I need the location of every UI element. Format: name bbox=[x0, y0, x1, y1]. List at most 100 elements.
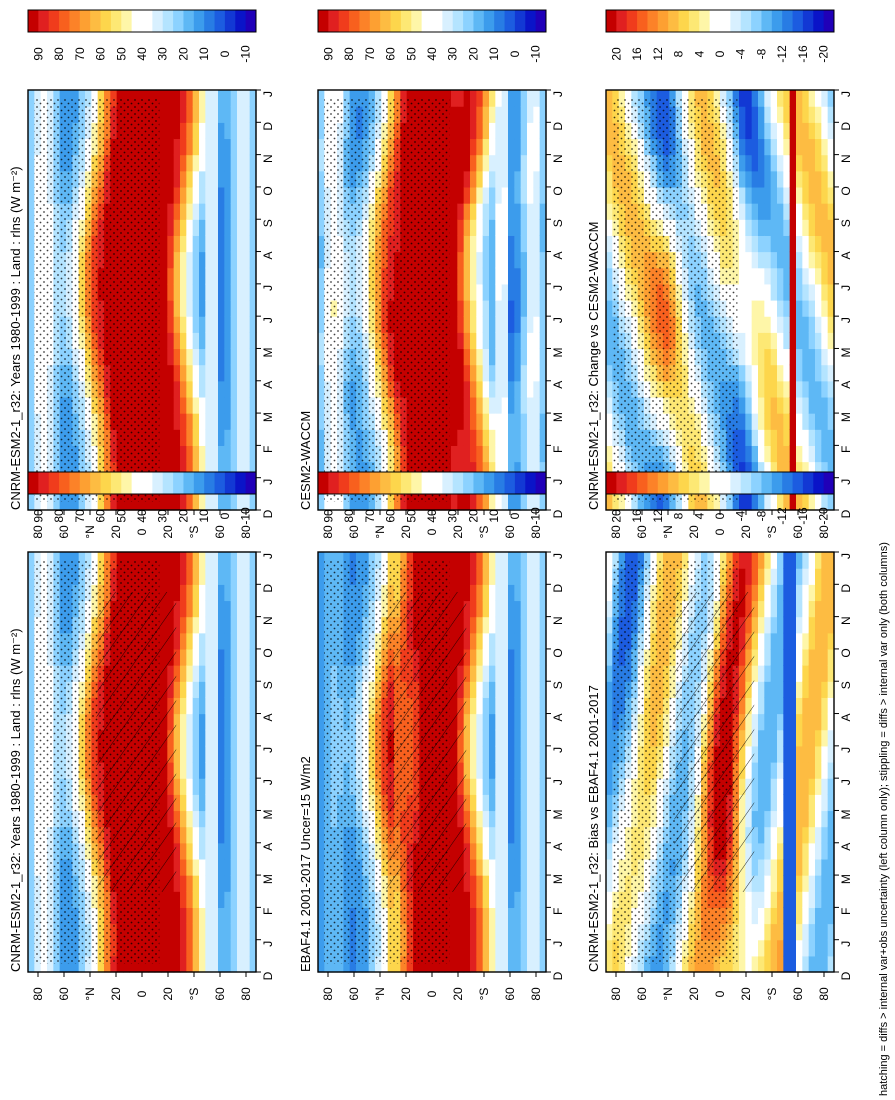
heatmap-cell bbox=[476, 826, 484, 844]
heatmap-cell bbox=[180, 810, 187, 828]
heatmap-cell bbox=[476, 600, 484, 618]
heatmap-cell bbox=[451, 461, 458, 479]
heatmap-cell bbox=[514, 923, 522, 941]
heatmap-cell bbox=[777, 568, 784, 585]
heatmap-cell bbox=[606, 939, 613, 957]
heatmap-cell bbox=[476, 380, 484, 398]
heatmap-cell bbox=[457, 923, 465, 941]
heatmap-cell bbox=[463, 891, 471, 908]
heatmap-cell bbox=[751, 665, 759, 682]
heatmap-cell bbox=[224, 762, 232, 779]
heatmap-cell bbox=[186, 170, 194, 188]
heatmap-cell bbox=[508, 461, 515, 479]
heatmap-cell bbox=[230, 842, 238, 860]
heatmap-cell bbox=[514, 316, 522, 333]
heatmap-cell bbox=[199, 429, 206, 446]
heatmap-cell bbox=[789, 939, 797, 957]
x-tick-label: D bbox=[261, 122, 275, 131]
panel-title: CNRM-ESM2-1_r32: Years 1980-1999 : Land … bbox=[8, 628, 23, 972]
heatmap-cell bbox=[745, 568, 753, 585]
heatmap-cell bbox=[745, 939, 753, 957]
heatmap-cell bbox=[205, 138, 213, 156]
heatmap-cell bbox=[387, 493, 395, 511]
heatmap-cell bbox=[476, 632, 484, 650]
heatmap-cell bbox=[533, 138, 541, 156]
heatmap-cell bbox=[770, 600, 778, 618]
heatmap-cell bbox=[161, 552, 168, 569]
heatmap-cell bbox=[508, 955, 515, 973]
heatmap-cell bbox=[211, 396, 219, 414]
y-tick-label: °N bbox=[83, 525, 97, 538]
heatmap-cell bbox=[249, 568, 257, 585]
heatmap-cell bbox=[533, 396, 541, 414]
heatmap-cell bbox=[205, 858, 213, 876]
heatmap-cell bbox=[470, 283, 477, 301]
heatmap-cell bbox=[34, 493, 42, 511]
heatmap-cell bbox=[751, 568, 759, 585]
x-tick-label: J bbox=[261, 479, 275, 485]
heatmap-cell bbox=[751, 648, 759, 666]
heatmap-cell bbox=[457, 891, 465, 908]
heatmap-cell bbox=[224, 665, 232, 682]
heatmap-cell bbox=[180, 106, 187, 123]
heatmap-cell bbox=[97, 955, 105, 973]
heatmap-cell bbox=[514, 632, 522, 650]
heatmap-cell bbox=[243, 283, 251, 301]
heatmap-cell bbox=[815, 552, 822, 569]
heatmap-cell bbox=[539, 90, 547, 107]
heatmap-cell bbox=[463, 552, 471, 569]
heatmap-cell bbox=[104, 955, 111, 973]
heatmap-cell bbox=[161, 316, 168, 333]
heatmap-cell bbox=[501, 283, 509, 301]
heatmap-cell bbox=[180, 235, 187, 253]
heatmap-cell bbox=[777, 648, 784, 666]
heatmap-cell bbox=[476, 891, 484, 908]
heatmap-cell bbox=[180, 90, 187, 107]
heatmap-cell bbox=[501, 122, 509, 140]
heatmap-cell bbox=[751, 729, 759, 747]
heatmap-cell bbox=[237, 493, 244, 511]
heatmap-cell bbox=[28, 632, 35, 650]
heatmap-cell bbox=[539, 203, 547, 220]
heatmap-cell bbox=[419, 955, 427, 973]
heatmap-cell bbox=[318, 235, 325, 253]
heatmap-cell bbox=[789, 810, 797, 828]
heatmap-cell bbox=[789, 907, 797, 925]
panel-title: CESM2-WACCM bbox=[298, 411, 313, 510]
x-tick-label: M bbox=[261, 412, 275, 422]
heatmap-cell bbox=[514, 461, 522, 479]
heatmap-cell bbox=[770, 681, 778, 698]
heatmap-cell bbox=[192, 875, 200, 892]
heatmap-cell bbox=[167, 186, 175, 204]
heatmap-cell bbox=[501, 106, 509, 123]
heatmap-cell bbox=[161, 300, 168, 317]
heatmap-cell bbox=[821, 600, 829, 618]
x-tick-label: A bbox=[839, 843, 853, 851]
heatmap-cell bbox=[758, 939, 765, 957]
heatmap-cell bbox=[218, 794, 225, 812]
heatmap-cell bbox=[815, 858, 822, 876]
heatmap-cell bbox=[199, 810, 206, 828]
heatmap-cell bbox=[97, 493, 105, 511]
heatmap-cell bbox=[318, 396, 325, 414]
heatmap-cell bbox=[211, 697, 219, 715]
heatmap-cell bbox=[249, 283, 257, 301]
heatmap-cell bbox=[770, 552, 778, 569]
heatmap-cell bbox=[770, 762, 778, 779]
heatmap-cell bbox=[205, 396, 213, 414]
heatmap-cell bbox=[482, 552, 490, 569]
heatmap-cell bbox=[161, 396, 168, 414]
heatmap-cell bbox=[764, 907, 772, 925]
heatmap-cell bbox=[508, 568, 515, 585]
x-tick-label: A bbox=[261, 381, 275, 389]
heatmap-cell bbox=[520, 316, 528, 333]
heatmap-cell bbox=[205, 186, 213, 204]
heatmap-cell bbox=[249, 267, 257, 285]
heatmap-cell bbox=[527, 380, 534, 398]
heatmap-cell bbox=[783, 745, 791, 763]
heatmap-cell bbox=[527, 939, 534, 957]
heatmap-cell bbox=[123, 493, 130, 511]
heatmap-cell bbox=[764, 600, 772, 618]
heatmap-cell bbox=[394, 955, 401, 973]
heatmap-cell bbox=[777, 891, 784, 908]
